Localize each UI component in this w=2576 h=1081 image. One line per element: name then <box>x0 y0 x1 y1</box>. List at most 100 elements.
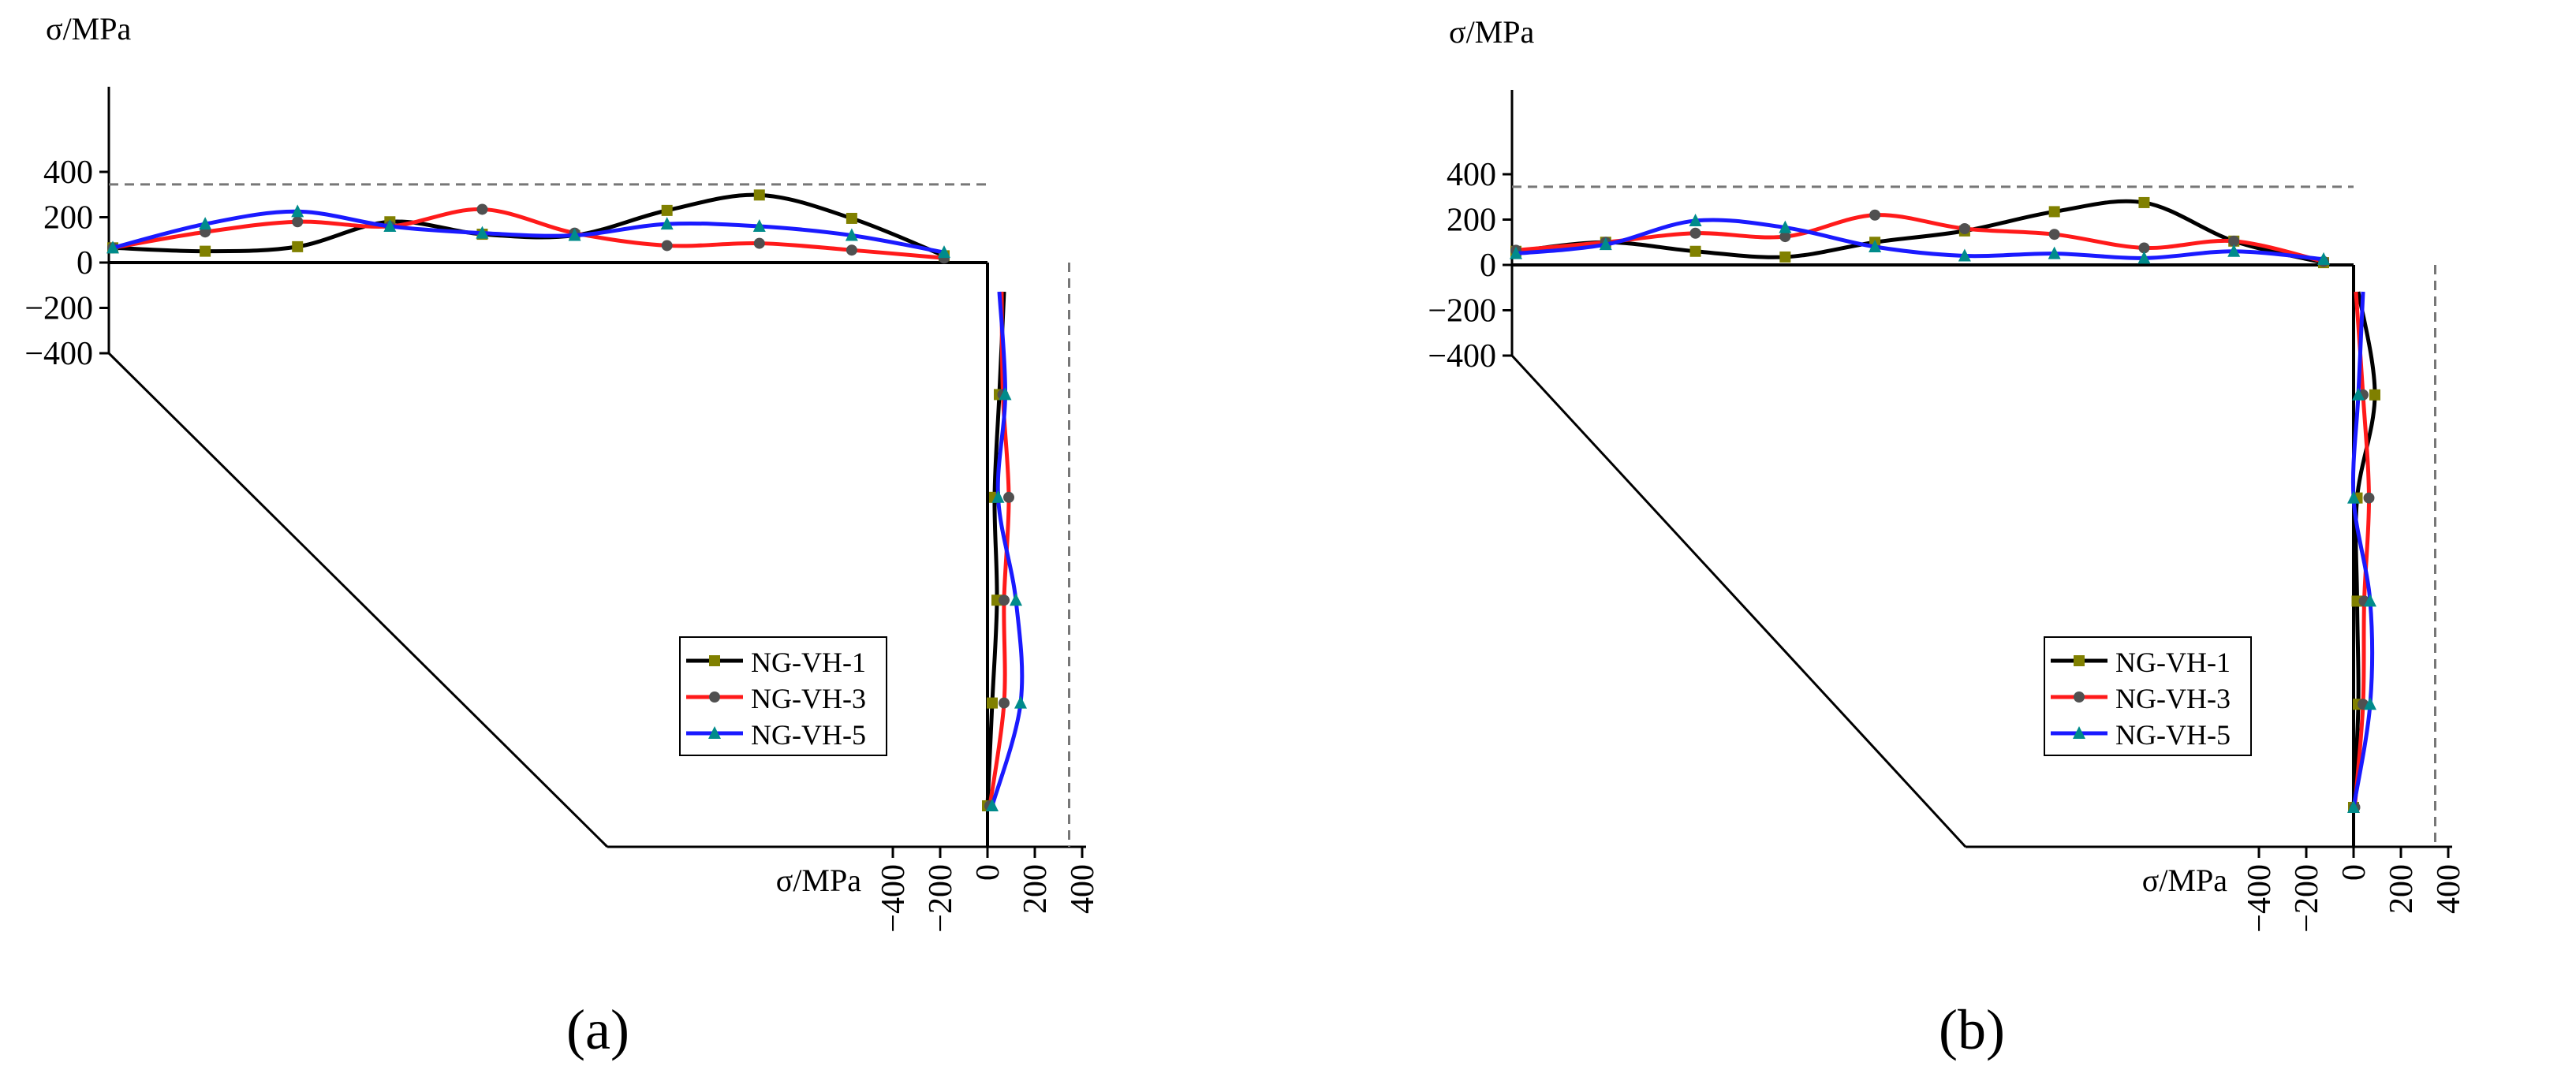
data-point <box>383 219 397 232</box>
data-point <box>1869 240 1882 252</box>
data-point <box>106 240 119 254</box>
x-tick-label: 200 <box>2384 864 2420 914</box>
panel-a: 400 200 0 −200 −400 σ/MPa −400 −200 0 200 400 σ/MPa… <box>24 11 1101 933</box>
data-point <box>1869 209 1881 221</box>
data-point <box>568 228 581 241</box>
data-point <box>1958 248 1971 262</box>
data-point <box>999 595 1010 606</box>
x-tick-label: −400 <box>875 864 912 933</box>
y-tick-label: 400 <box>1447 157 1496 193</box>
data-point <box>1003 491 1014 503</box>
y-tick-label: 200 <box>1447 203 1496 239</box>
data-point <box>292 240 304 252</box>
data-point <box>987 697 998 709</box>
web-series-line-ng-vh-1 <box>2351 291 2377 808</box>
data-point <box>476 203 488 215</box>
legend-marker <box>708 726 721 739</box>
series-line-ng-vh-3 <box>112 207 945 260</box>
y-tick-label: −200 <box>1428 293 1496 330</box>
data-point <box>2364 697 2376 710</box>
data-point <box>1689 213 1702 226</box>
data-point <box>845 228 858 241</box>
panel-label-a: (a) <box>566 998 629 1061</box>
data-point <box>752 219 766 232</box>
x-tick-label: −400 <box>2242 864 2278 933</box>
data-point <box>2138 196 2150 208</box>
data-point <box>986 799 999 811</box>
web-series-line-ng-vh-3 <box>2353 291 2372 808</box>
y-axis-label: σ/MPa <box>46 11 131 47</box>
data-point <box>2137 251 2151 264</box>
series-line-ng-vh-1 <box>1515 199 2324 265</box>
data-point <box>2048 229 2060 240</box>
data-point <box>1779 231 1791 243</box>
panel-b: 400 200 0 −200 −400 σ/MPa −400 −200 0 200 400 σ/MPa… <box>1428 14 2467 933</box>
data-point <box>938 245 950 259</box>
data-point <box>2352 387 2365 401</box>
legend: NG-VH-1 NG-VH-3 NG-VH-5 <box>2044 636 2252 756</box>
data-point <box>999 387 1012 401</box>
data-point <box>1779 220 1792 233</box>
legend-marker <box>709 691 720 703</box>
data-point <box>1689 245 1701 257</box>
legend-marker <box>2073 726 2085 739</box>
x-axis-label: σ/MPa <box>776 863 861 898</box>
section-diagonal <box>1510 354 1967 848</box>
data-point <box>660 217 674 230</box>
y-tick-label: 0 <box>1480 248 1496 284</box>
section-diagonal <box>107 352 609 848</box>
data-point <box>1014 695 1027 709</box>
data-point <box>2363 492 2375 504</box>
data-point <box>661 240 673 252</box>
data-point <box>2369 389 2380 401</box>
x-tick-label: −200 <box>923 864 959 933</box>
data-point <box>2228 235 2240 247</box>
data-point <box>661 204 673 216</box>
data-point <box>846 212 857 224</box>
data-point <box>753 237 765 249</box>
legend-label: NG-VH-1 <box>751 647 866 678</box>
legend-label: NG-VH-5 <box>751 719 866 751</box>
y-tick-label: −400 <box>1428 338 1496 375</box>
data-point <box>199 217 212 230</box>
x-tick-label: 400 <box>2431 864 2467 914</box>
x-tick-label: 200 <box>1017 864 1054 914</box>
y-tick-label: 0 <box>77 245 93 281</box>
series-line-ng-vh-3 <box>1515 213 2324 264</box>
data-point <box>1599 237 1612 251</box>
web-series-line-ng-vh-1 <box>985 291 1006 807</box>
data-point <box>1010 593 1022 606</box>
x-axis-label: σ/MPa <box>2142 863 2227 898</box>
legend-marker <box>2074 691 2085 703</box>
data-point <box>476 226 489 239</box>
data-point <box>991 490 1005 503</box>
panel-label-b: (b) <box>1939 998 2005 1061</box>
web-series-line-ng-vh-5 <box>990 291 1025 807</box>
data-point <box>2048 206 2060 218</box>
y-tick-label: −400 <box>24 336 93 372</box>
y-tick-label: 400 <box>43 155 93 191</box>
data-point <box>200 245 211 257</box>
series-line-ng-vh-5 <box>1515 218 2324 262</box>
data-point <box>2227 244 2241 257</box>
legend: NG-VH-1 NG-VH-3 NG-VH-5 <box>679 636 887 756</box>
web-series-line-ng-vh-5 <box>2350 291 2375 808</box>
legend-label: NG-VH-1 <box>2115 647 2231 678</box>
data-point <box>1510 246 1522 259</box>
data-point <box>753 189 765 201</box>
data-point <box>2364 594 2376 607</box>
data-point <box>2347 800 2360 813</box>
legend-marker <box>709 655 720 666</box>
y-tick-label: −200 <box>24 291 93 327</box>
legend-marker <box>2074 655 2085 666</box>
data-point <box>2048 246 2061 259</box>
y-axis-label: σ/MPa <box>1449 14 1534 50</box>
legend-label: NG-VH-3 <box>751 683 866 714</box>
y-tick-label: 200 <box>43 200 93 237</box>
data-point <box>2347 490 2360 504</box>
data-point <box>2317 252 2330 265</box>
series-line-ng-vh-5 <box>112 209 945 255</box>
x-tick-label: 400 <box>1065 864 1101 914</box>
legend-label: NG-VH-3 <box>2115 683 2231 714</box>
